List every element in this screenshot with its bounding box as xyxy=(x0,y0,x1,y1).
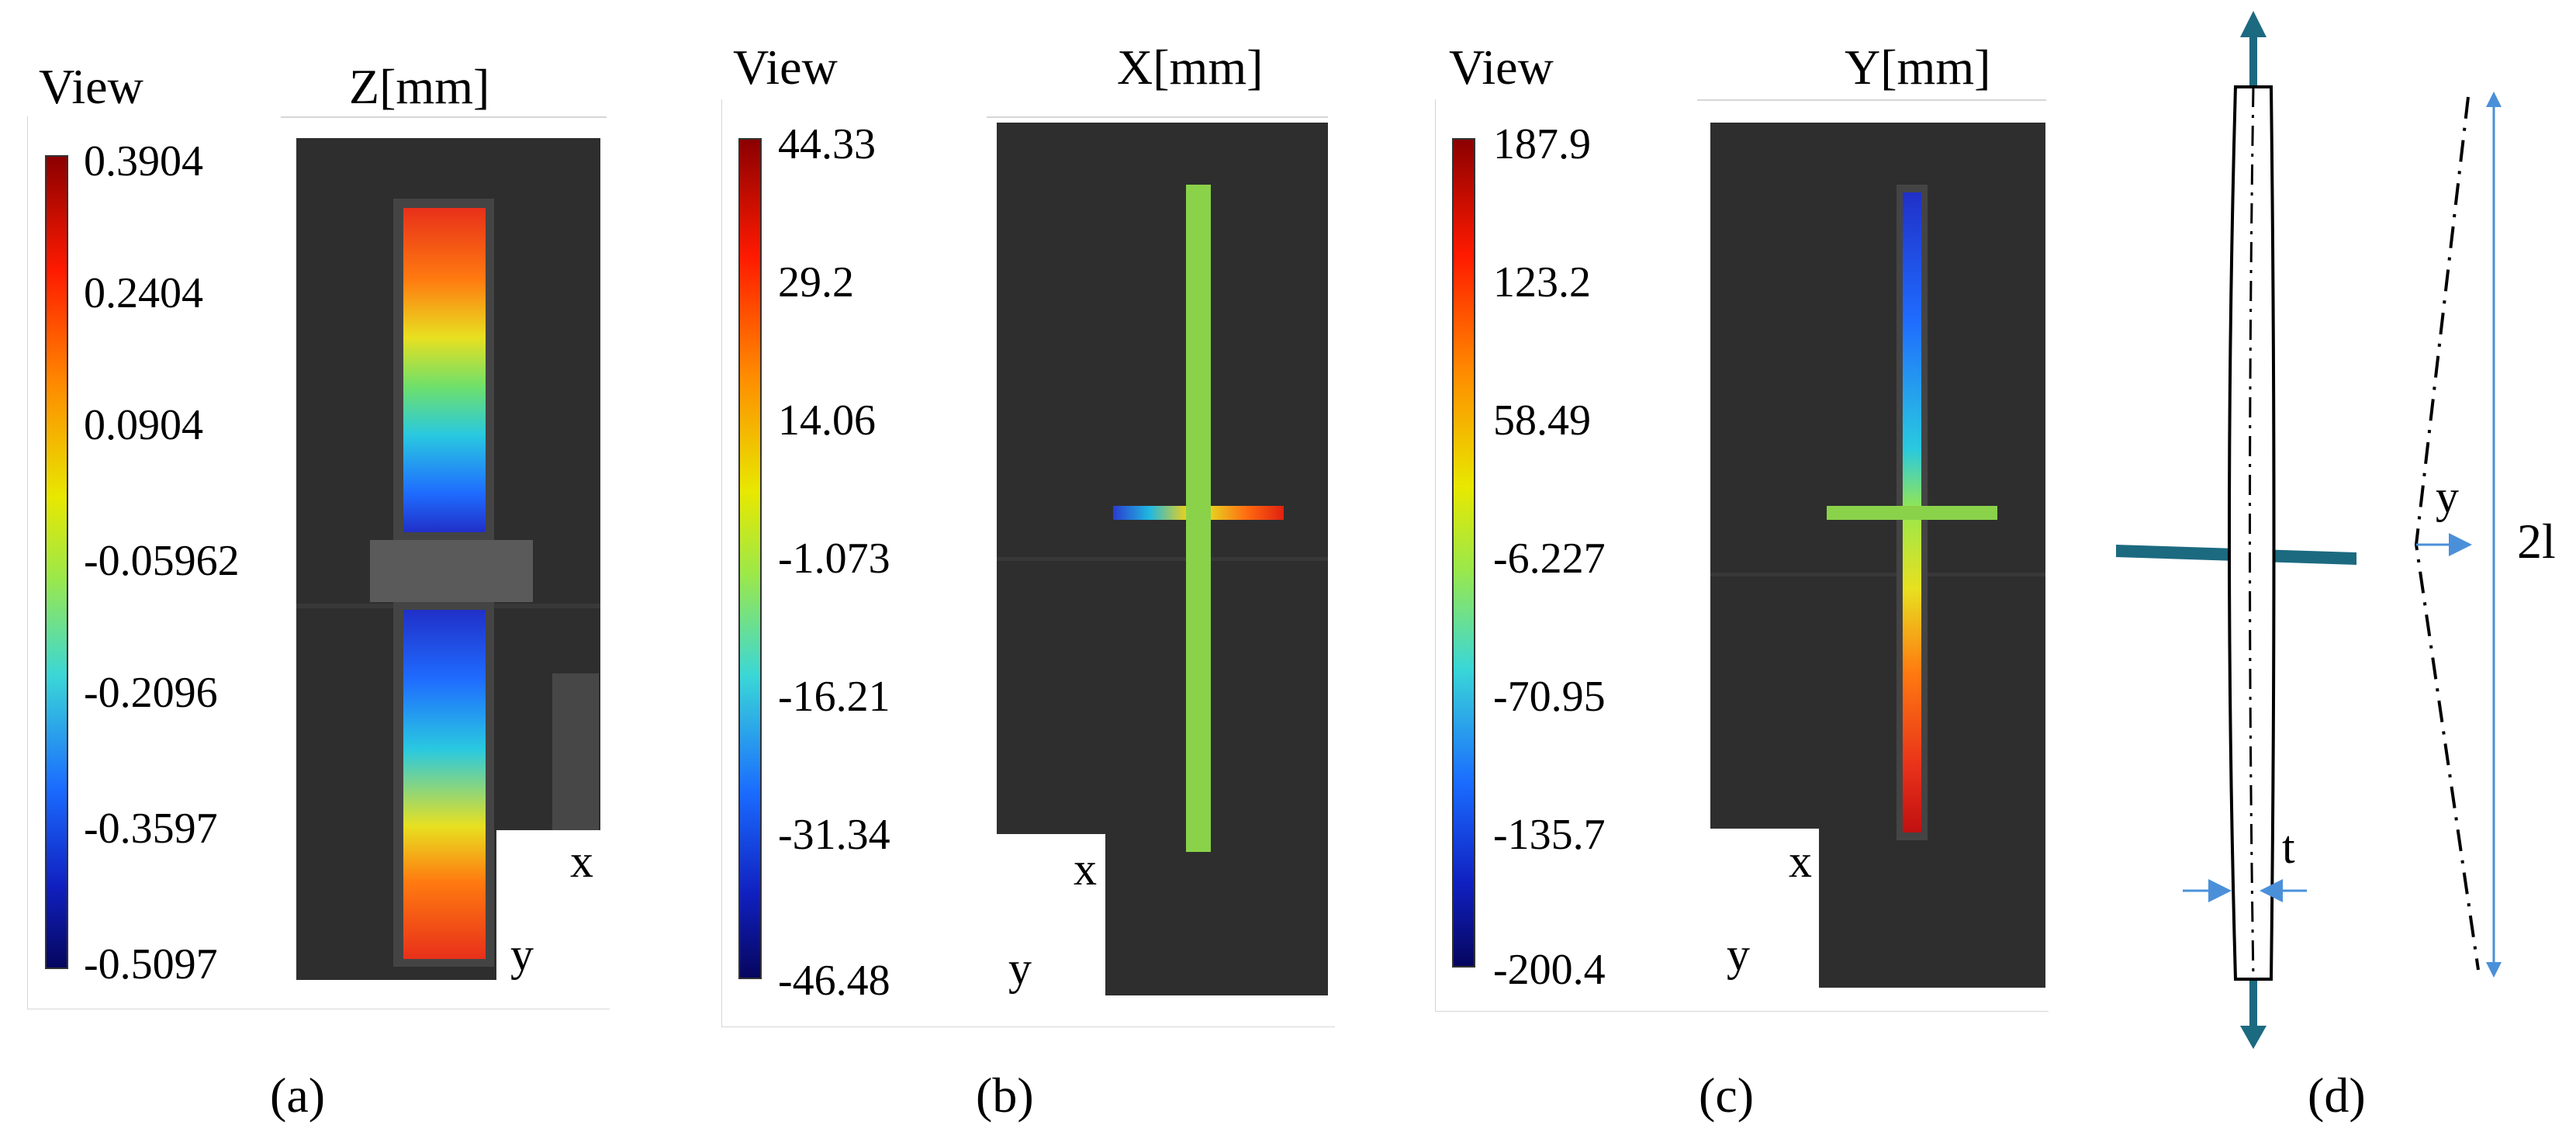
panel-c-view-label: View xyxy=(1449,40,1554,95)
panel-b-tick-label: 14.06 xyxy=(778,396,876,445)
panel-c-tick-label: 187.9 xyxy=(1493,120,1591,168)
panel-b-axis-x-label: x xyxy=(1074,843,1097,895)
panel-a-caption: (a) xyxy=(270,1068,326,1123)
panel-b-title-rule xyxy=(987,116,1328,118)
panel-b-tick-label: -16.21 xyxy=(778,673,890,721)
panel-a-tick-label: 0.0904 xyxy=(84,401,203,449)
panel-c-axis-box xyxy=(1710,829,1819,988)
panel-a-colorbar xyxy=(45,155,68,969)
panel-a-axis-x-label: x xyxy=(570,836,593,887)
panel-c-title: Y[mm] xyxy=(1845,40,1991,95)
panel-a-view-label: View xyxy=(39,59,143,114)
panel-a-clamp xyxy=(370,540,533,602)
panel-b-view-label: View xyxy=(733,40,838,95)
panel-c-tick-label: -70.95 xyxy=(1493,673,1606,721)
panel-d-thickness-label: t xyxy=(2282,822,2295,873)
length-dimension xyxy=(2486,92,2502,978)
panel-b-colorbar xyxy=(738,138,762,979)
panel-b-crossbar-left xyxy=(1113,506,1186,520)
load-arrow-bottom xyxy=(2240,979,2267,1049)
panel-d-deflection-label: y xyxy=(2436,471,2459,522)
panel-d-caption: (d) xyxy=(2308,1068,2366,1123)
panel-a-tick-label: -0.3597 xyxy=(84,805,218,853)
panel-a-axis-y-label: y xyxy=(510,929,534,980)
panel-a-tick-label: 0.2404 xyxy=(84,269,203,317)
panel-b-tick-label: -1.073 xyxy=(778,535,890,583)
panel-c-title-rule xyxy=(1697,99,2046,101)
panel-b-crossbar-right xyxy=(1211,506,1284,520)
panel-c-colorbar xyxy=(1452,138,1475,968)
panel-c-caption: (c) xyxy=(1699,1068,1755,1123)
panel-a-tick-label: -0.5097 xyxy=(84,940,218,988)
panel-b-title: X[mm] xyxy=(1117,40,1264,95)
panel-a-tick-label: 0.3904 xyxy=(84,137,203,185)
panel-c-crossbar xyxy=(1827,506,1997,520)
specimen-outline xyxy=(2228,85,2276,981)
panel-a-strain-field-lower xyxy=(403,610,486,959)
panel-b-tick-label: -46.48 xyxy=(778,957,890,1005)
panel-b-tick-label: 29.2 xyxy=(778,258,854,306)
specimen-centerline xyxy=(2249,86,2255,980)
deflection-line xyxy=(2414,96,2480,971)
panel-a-axis-box xyxy=(496,830,609,981)
panel-c-axis-x-label: x xyxy=(1789,836,1812,887)
panel-b-tick-label: 44.33 xyxy=(778,120,876,168)
panel-c-tick-label: 123.2 xyxy=(1493,258,1591,306)
panel-a-tick-label: -0.2096 xyxy=(84,669,218,717)
panel-a-title: Z[mm] xyxy=(349,59,490,114)
panel-a-tick-label: -0.05962 xyxy=(84,537,240,585)
panel-a-strain-field-upper xyxy=(403,208,486,532)
load-arrow-top xyxy=(2240,11,2267,87)
panel-b-tick-label: -31.34 xyxy=(778,811,890,859)
panel-b-axis-y-label: y xyxy=(1008,943,1032,994)
panel-c-axis-y-label: y xyxy=(1727,929,1750,980)
panel-c-tick-label: -6.227 xyxy=(1493,535,1606,583)
panel-c-tick-label: -200.4 xyxy=(1493,946,1606,994)
panel-b-specimen xyxy=(1186,185,1211,852)
panel-c-tick-label: -135.7 xyxy=(1493,811,1606,859)
panel-b-caption: (b) xyxy=(976,1068,1034,1123)
panel-d-length-label: 2l xyxy=(2517,514,2556,569)
panel-a-title-rule xyxy=(281,116,607,118)
panel-c-tick-label: 58.49 xyxy=(1493,396,1591,445)
panel-b-axis-box xyxy=(997,834,1105,997)
